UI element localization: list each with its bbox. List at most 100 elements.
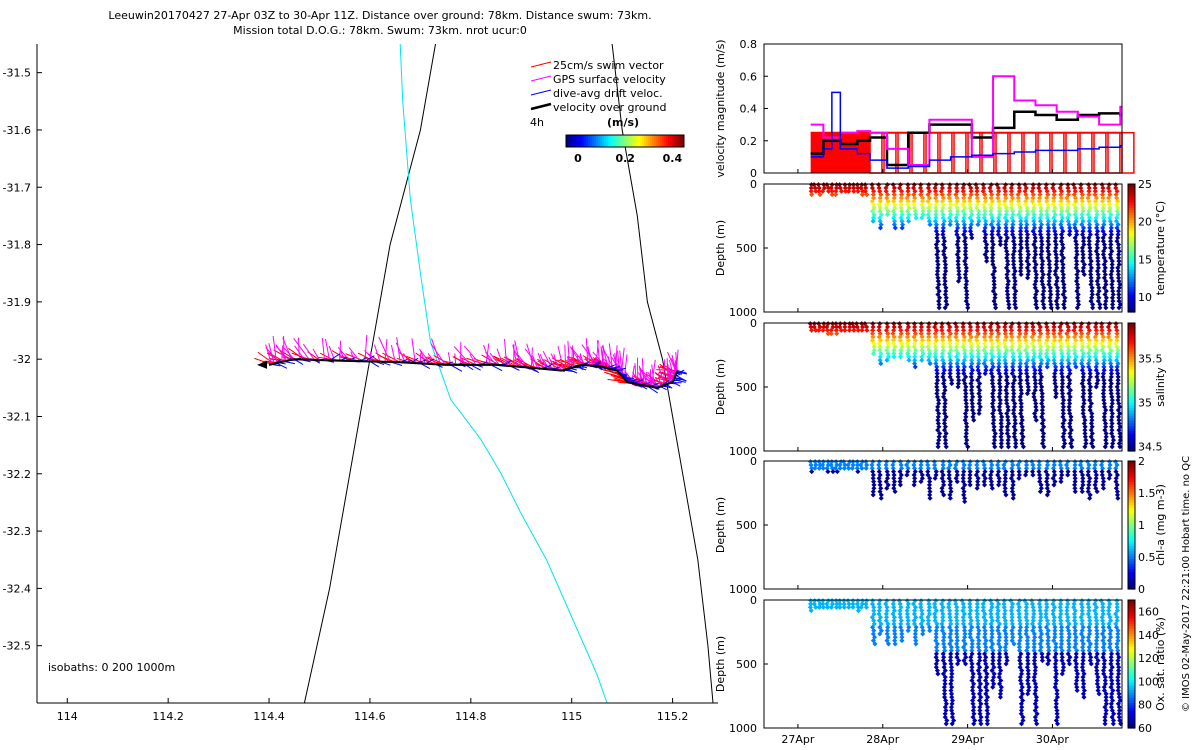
temperature-sample: [1089, 291, 1095, 298]
temperature-sample: [1108, 238, 1114, 244]
temperature-sample: [1079, 198, 1085, 204]
salinity-sample: [838, 327, 844, 333]
gps-vector: [532, 355, 538, 369]
salinity-sample: [884, 357, 890, 363]
colorbar-swatch: [666, 135, 669, 147]
date-tick-label: 30Apr: [1036, 733, 1070, 746]
temperature-sample: [1046, 225, 1052, 231]
temperature-sample: [1017, 228, 1024, 234]
temperature-sample: [1107, 251, 1114, 258]
temperature-sample: [846, 188, 852, 194]
colorbar-swatch: [628, 135, 631, 147]
temperature-sample: [955, 278, 962, 284]
colorbar-swatch: [670, 135, 673, 147]
temperature-sample: [1100, 192, 1106, 198]
temperature-colorbar-swatch: [1128, 273, 1135, 277]
map-y-tick-label: -32.4: [3, 582, 31, 595]
oxygen-sample: [1081, 694, 1087, 700]
temperature-sample: [1012, 295, 1018, 301]
swim-vector: [453, 355, 467, 366]
temperature-sample: [1059, 215, 1065, 221]
gps-vector: [641, 358, 645, 386]
temperature-sample: [1080, 228, 1086, 234]
colorbar-swatch: [580, 135, 583, 147]
gps-vector: [364, 334, 368, 362]
chla-sample: [855, 469, 861, 475]
temperature-sample: [1074, 271, 1080, 278]
temperature-sample: [1108, 241, 1114, 248]
temperature-sample: [926, 182, 932, 188]
temperature-sample: [1074, 248, 1080, 254]
temperature-sample: [1115, 245, 1121, 251]
temperature-sample: [1046, 261, 1052, 268]
colorbar-swatch: [600, 135, 603, 147]
salinity-sample: [855, 327, 861, 333]
colorbar-swatch: [676, 135, 679, 147]
gps-vector: [674, 357, 677, 378]
temperature-sample: [1109, 278, 1116, 284]
gps-vector: [615, 345, 618, 371]
temperature-colorbar-swatch: [1128, 255, 1135, 259]
legend-entry: 25cm/s swim vector: [553, 59, 664, 72]
temperature-sample: [891, 192, 897, 198]
gps-vector: [275, 344, 288, 362]
gps-speed-line: [810, 75, 1122, 166]
temperature-sample: [1010, 258, 1017, 264]
swim-speed-box: [1107, 131, 1121, 174]
chla-colorbar-tick-label: 0: [1138, 583, 1145, 596]
temperature-sample: [1107, 215, 1113, 221]
chla-y-label: Depth (m): [714, 497, 727, 553]
temperature-sample: [1086, 215, 1093, 221]
temperature-sample: [1087, 248, 1093, 254]
colorbar-swatch: [640, 135, 643, 147]
temperature-sample: [1093, 202, 1099, 208]
temperature-sample: [996, 218, 1002, 224]
temperature-sample: [1109, 265, 1115, 271]
gps-vector: [265, 344, 273, 365]
oxygen-sample: [899, 638, 905, 644]
oxygen-colorbar-tick-label: 160: [1138, 606, 1159, 619]
legend-marker: [530, 75, 552, 82]
temperature-sample: [1061, 301, 1067, 307]
gps-vector: [517, 354, 529, 368]
chla-colorbar-tick-label: 1: [1138, 519, 1145, 532]
temperature-sample: [1032, 265, 1038, 271]
temperature-sample: [943, 288, 949, 294]
map-y-tick-label: -32.5: [3, 640, 31, 653]
drift-vector: [677, 371, 688, 375]
salinity-sample: [891, 334, 897, 340]
salinity-colorbar-tick-label: 35: [1138, 396, 1152, 409]
salinity-sample: [870, 351, 876, 357]
salinity-sample: [898, 327, 904, 333]
colorbar-swatch: [682, 135, 685, 147]
temperature-sample: [1004, 271, 1010, 278]
gps-vector: [265, 346, 280, 363]
temperature-sample: [1040, 258, 1046, 264]
temperature-sample: [990, 251, 996, 258]
temperature-sample: [1115, 232, 1121, 238]
chla-sample: [863, 465, 869, 471]
colorbar-swatch: [654, 135, 657, 147]
temperature-sample: [962, 212, 968, 218]
temperature-sample: [1051, 198, 1057, 204]
salinity-sample: [912, 341, 918, 347]
temperature-sample: [1031, 215, 1037, 221]
chla-sample: [849, 465, 855, 471]
temperature-sample: [983, 245, 989, 251]
temperature-colorbar-swatch: [1128, 242, 1135, 247]
colorbar-swatch: [646, 135, 649, 147]
gps-vector: [567, 340, 571, 369]
temperature-sample: [891, 188, 897, 194]
temperature-sample: [1005, 258, 1011, 264]
gps-vector: [303, 343, 315, 361]
gps-vector: [526, 343, 535, 369]
temperature-colorbar-swatch: [1128, 283, 1135, 287]
temperature-sample: [1096, 285, 1102, 291]
temperature-sample: [1060, 271, 1066, 278]
colorbar-tick-label: 0: [574, 152, 582, 165]
temperature-sample: [1116, 305, 1122, 311]
temperature-sample: [1080, 205, 1086, 211]
temperature-sample: [1023, 218, 1029, 224]
temperature-colorbar-swatch: [1128, 263, 1135, 267]
title-line-2: Mission total D.O.G.: 78km. Swum: 73km. …: [233, 24, 527, 37]
